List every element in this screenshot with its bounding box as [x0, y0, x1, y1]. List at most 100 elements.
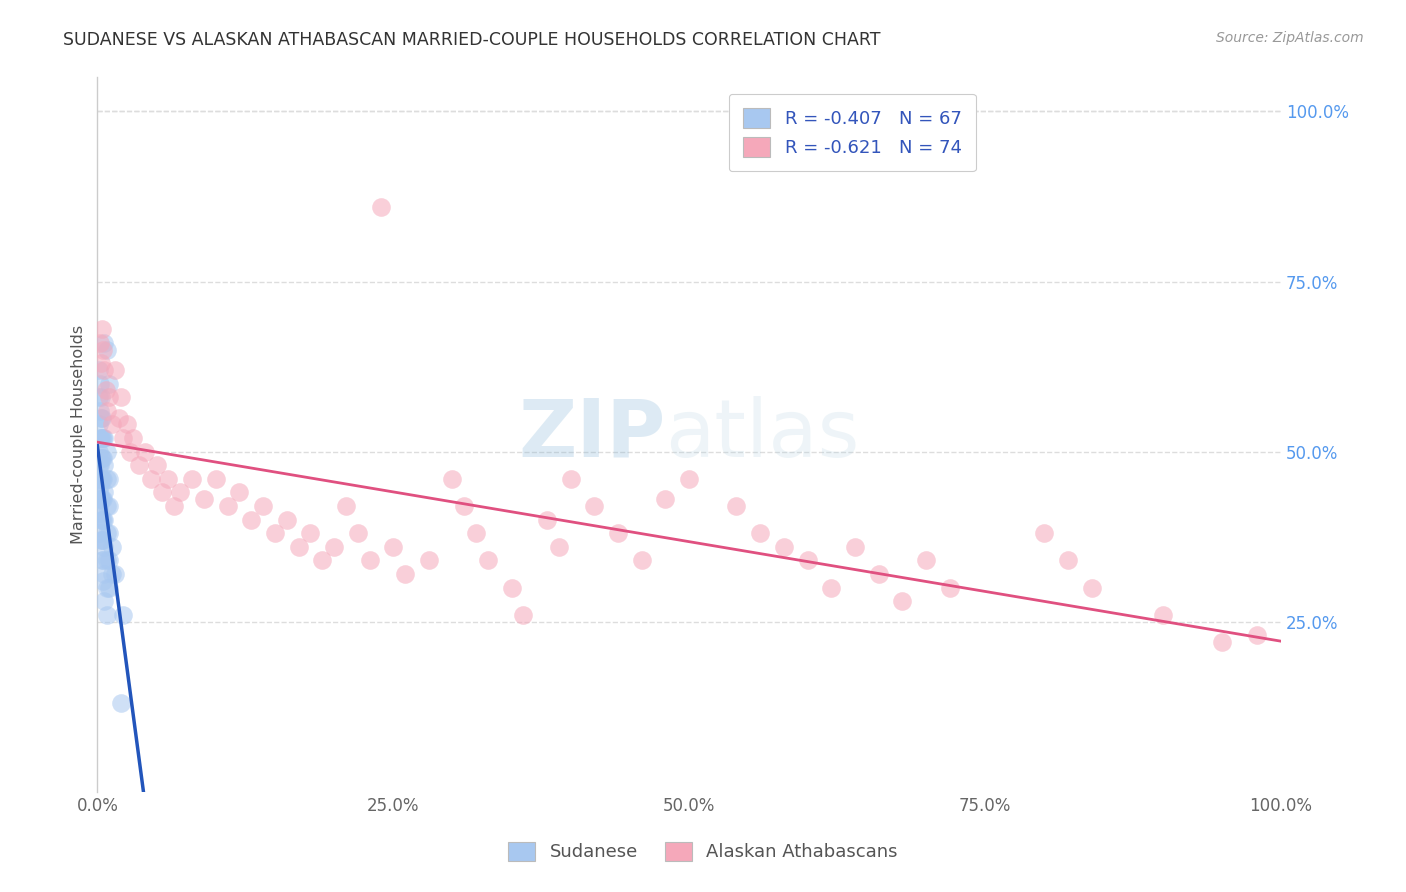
Point — [100, 417, 122, 432]
Point — [87, 472, 110, 486]
Point — [264, 526, 287, 541]
Point — [299, 526, 322, 541]
Point — [796, 553, 818, 567]
Point — [96, 444, 118, 458]
Point — [1057, 553, 1080, 567]
Point — [115, 417, 138, 432]
Point — [91, 574, 114, 588]
Point — [98, 526, 121, 541]
Legend: Sudanese, Alaskan Athabascans: Sudanese, Alaskan Athabascans — [495, 829, 911, 874]
Point — [89, 335, 111, 350]
Point — [501, 581, 523, 595]
Point — [93, 431, 115, 445]
Point — [91, 492, 114, 507]
Point — [820, 581, 842, 595]
Point — [394, 567, 416, 582]
Point — [465, 526, 488, 541]
Point — [98, 390, 121, 404]
Point — [938, 581, 960, 595]
Point — [678, 472, 700, 486]
Point — [91, 410, 114, 425]
Point — [93, 513, 115, 527]
Point — [89, 431, 111, 445]
Point — [98, 553, 121, 567]
Point — [90, 410, 112, 425]
Point — [276, 513, 298, 527]
Point — [89, 458, 111, 473]
Point — [891, 594, 914, 608]
Point — [93, 363, 115, 377]
Point — [87, 499, 110, 513]
Y-axis label: Married-couple Households: Married-couple Households — [72, 325, 86, 544]
Point — [93, 567, 115, 582]
Point — [91, 472, 114, 486]
Point — [139, 472, 162, 486]
Point — [868, 567, 890, 582]
Point — [91, 553, 114, 567]
Point — [90, 451, 112, 466]
Text: SUDANESE VS ALASKAN ATHABASCAN MARRIED-COUPLE HOUSEHOLDS CORRELATION CHART: SUDANESE VS ALASKAN ATHABASCAN MARRIED-C… — [63, 31, 880, 49]
Point — [1246, 628, 1268, 642]
Point — [441, 472, 464, 486]
Point — [93, 458, 115, 473]
Point — [90, 356, 112, 370]
Point — [104, 567, 127, 582]
Point — [536, 513, 558, 527]
Point — [107, 410, 129, 425]
Point — [134, 444, 156, 458]
Point — [418, 553, 440, 567]
Point — [98, 376, 121, 391]
Point — [359, 553, 381, 567]
Point — [96, 472, 118, 486]
Point — [152, 485, 174, 500]
Point — [1152, 607, 1174, 622]
Point — [90, 513, 112, 527]
Point — [104, 363, 127, 377]
Point — [346, 526, 368, 541]
Point — [96, 607, 118, 622]
Point — [844, 540, 866, 554]
Point — [157, 472, 180, 486]
Point — [128, 458, 150, 473]
Point — [512, 607, 534, 622]
Point — [382, 540, 405, 554]
Point — [121, 431, 143, 445]
Point — [453, 499, 475, 513]
Point — [91, 472, 114, 486]
Point — [749, 526, 772, 541]
Point — [110, 390, 132, 404]
Point — [96, 343, 118, 357]
Point — [87, 363, 110, 377]
Point — [87, 458, 110, 473]
Point — [96, 553, 118, 567]
Point — [725, 499, 748, 513]
Point — [323, 540, 346, 554]
Point — [90, 492, 112, 507]
Text: atlas: atlas — [665, 395, 860, 474]
Legend: R = -0.407   N = 67, R = -0.621   N = 74: R = -0.407 N = 67, R = -0.621 N = 74 — [728, 94, 976, 171]
Text: Source: ZipAtlas.com: Source: ZipAtlas.com — [1216, 31, 1364, 45]
Point — [630, 553, 652, 567]
Point — [94, 384, 117, 398]
Point — [335, 499, 357, 513]
Point — [163, 499, 186, 513]
Point — [87, 417, 110, 432]
Point — [89, 478, 111, 492]
Point — [91, 533, 114, 547]
Point — [91, 322, 114, 336]
Point — [91, 553, 114, 567]
Point — [112, 607, 135, 622]
Point — [91, 492, 114, 507]
Point — [90, 431, 112, 445]
Point — [89, 526, 111, 541]
Point — [217, 499, 239, 513]
Point — [370, 200, 392, 214]
Point — [91, 533, 114, 547]
Point — [120, 444, 142, 458]
Point — [654, 492, 676, 507]
Point — [548, 540, 571, 554]
Point — [169, 485, 191, 500]
Point — [90, 472, 112, 486]
Point — [145, 458, 167, 473]
Text: ZIP: ZIP — [519, 395, 665, 474]
